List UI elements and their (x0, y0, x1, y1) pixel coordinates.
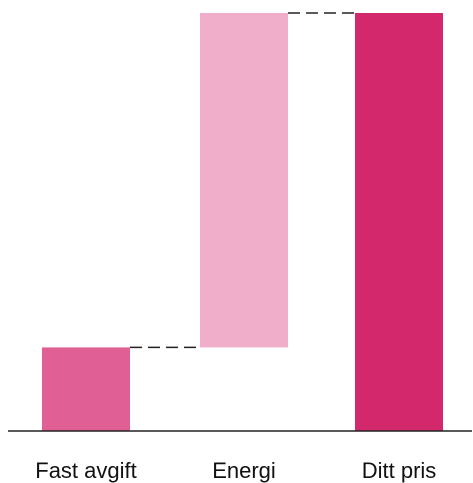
bar-ditt-pris (355, 13, 443, 431)
connector-lines (130, 12, 355, 349)
bar-energi (200, 13, 288, 348)
x-tick-label-energi: Energi (212, 458, 276, 483)
x-tick-label-fast-avgift: Fast avgift (35, 458, 136, 483)
category-labels: Fast avgift Energi Ditt pris (35, 458, 436, 483)
bar-fast-avgift (42, 347, 130, 431)
x-tick-label-ditt-pris: Ditt pris (362, 458, 437, 483)
bars (42, 13, 443, 431)
